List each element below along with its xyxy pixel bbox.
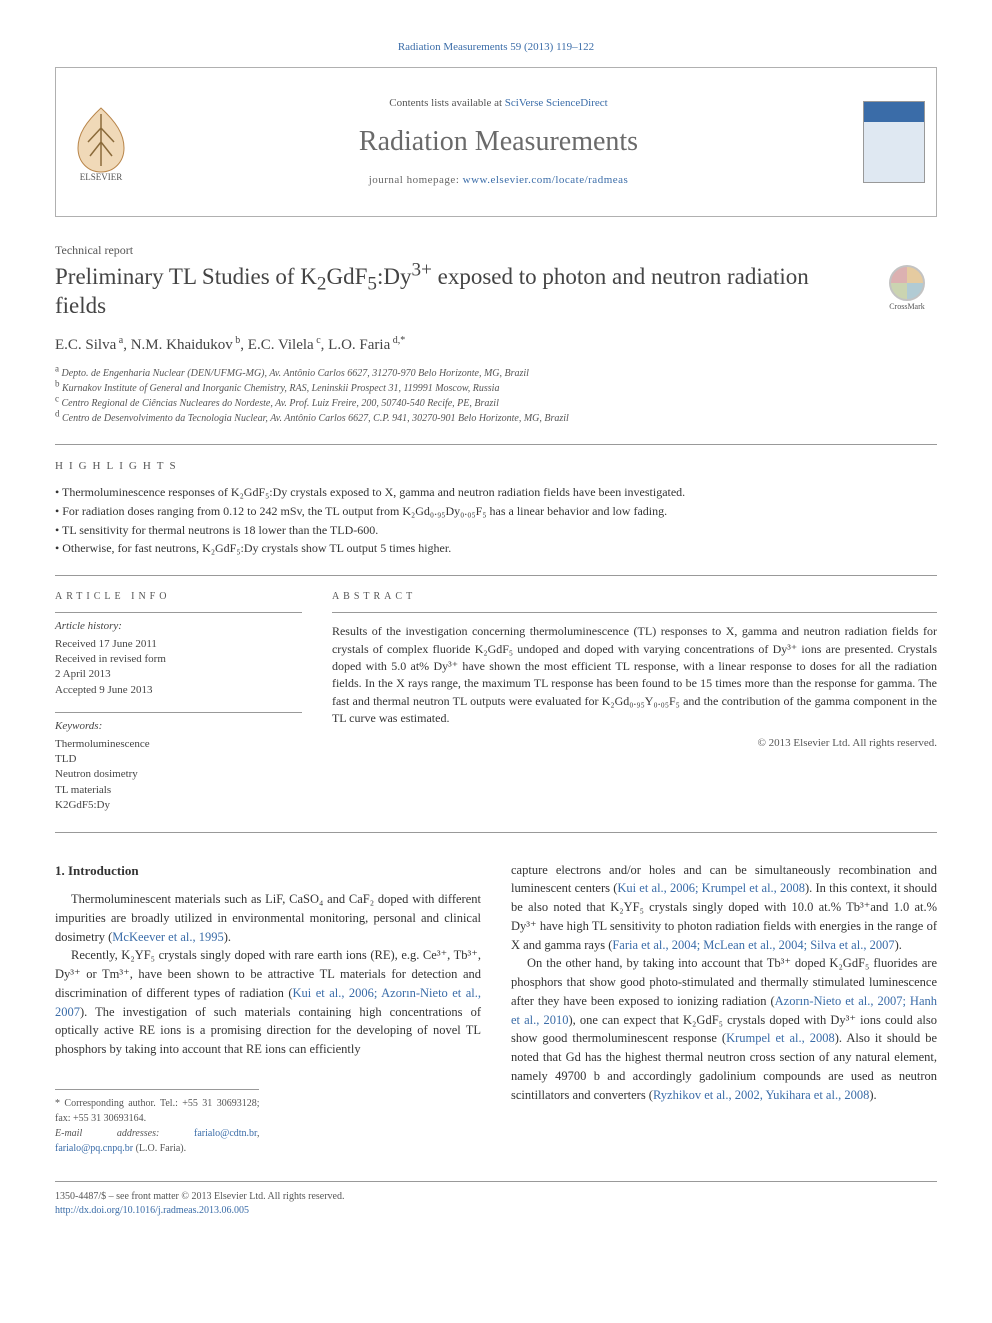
title-text: :Dy xyxy=(377,264,412,289)
body-text: ). xyxy=(869,1088,876,1102)
keyword-item: TLD xyxy=(55,752,302,767)
authors-line: E.C. Silva a, N.M. Khaidukov b, E.C. Vil… xyxy=(55,335,937,356)
highlights-list: Thermoluminescence responses of K₂GdF₅:D… xyxy=(55,484,937,557)
title-text: GdF xyxy=(327,264,368,289)
reference-link[interactable]: Ryzhikov et al., 2002, Yukihara et al., … xyxy=(653,1088,869,1102)
highlight-item: TL sensitivity for thermal neutrons is 1… xyxy=(55,522,937,539)
article-type: Technical report xyxy=(55,242,937,259)
homepage-prefix: journal homepage: xyxy=(369,174,463,186)
affiliation-line: a Depto. de Engenharia Nuclear (DEN/UFMG… xyxy=(55,366,937,381)
reference-link[interactable]: Krumpel et al., 2008 xyxy=(726,1031,835,1045)
abstract-text: Results of the investigation concerning … xyxy=(332,623,937,727)
divider xyxy=(55,444,937,445)
contents-prefix: Contents lists available at xyxy=(389,97,504,109)
reference-link[interactable]: McKeever et al., 1995 xyxy=(112,930,223,944)
article-info-heading: article info xyxy=(55,590,302,604)
author-affiliation-ref: b xyxy=(233,335,241,346)
affiliation-line: d Centro de Desenvolvimento da Tecnologi… xyxy=(55,411,937,426)
intro-heading: 1. Introduction xyxy=(55,861,481,881)
title-sup: 3+ xyxy=(411,260,431,281)
cover-icon xyxy=(863,101,925,183)
keywords-list: ThermoluminescenceTLDNeutron dosimetryTL… xyxy=(55,737,302,814)
crossmark-label: CrossMark xyxy=(889,301,925,312)
elsevier-logo: ELSEVIER xyxy=(56,68,146,216)
keyword-item: Neutron dosimetry xyxy=(55,767,302,782)
email-link[interactable]: farialo@cdtn.br xyxy=(194,1128,257,1139)
journal-cover-thumb xyxy=(851,68,936,216)
keyword-item: K2GdF5:Dy xyxy=(55,798,302,813)
affiliation-line: b Kurnakov Institute of General and Inor… xyxy=(55,381,937,396)
keyword-item: Thermoluminescence xyxy=(55,737,302,752)
body-column-left: 1. Introduction Thermoluminescent materi… xyxy=(55,861,481,1156)
body-paragraph: On the other hand, by taking into accoun… xyxy=(511,954,937,1104)
highlight-item: For radiation doses ranging from 0.12 to… xyxy=(55,503,937,520)
title-sub: 5 xyxy=(367,274,377,295)
history-label: Article history: xyxy=(55,619,302,634)
email-link[interactable]: farialo@pq.cnpq.br xyxy=(55,1143,133,1154)
homepage-link[interactable]: www.elsevier.com/locate/radmeas xyxy=(463,174,629,186)
contents-line: Contents lists available at SciVerse Sci… xyxy=(146,96,851,111)
affiliation-line: c Centro Regional de Ciências Nucleares … xyxy=(55,396,937,411)
article-info: article info Article history: Received 1… xyxy=(55,590,302,813)
accepted-date: Accepted 9 June 2013 xyxy=(55,683,302,698)
corresponding-tel: * Corresponding author. Tel.: +55 31 306… xyxy=(55,1096,259,1126)
reference-link[interactable]: Kui et al., 2006; Krumpel et al., 2008 xyxy=(617,881,805,895)
sciencedirect-link[interactable]: SciVerse ScienceDirect xyxy=(505,97,608,109)
email-tail: (L.O. Faria). xyxy=(133,1143,186,1154)
svg-text:ELSEVIER: ELSEVIER xyxy=(80,172,123,182)
corresponding-author: * Corresponding author. Tel.: +55 31 306… xyxy=(55,1089,259,1156)
author-affiliation-ref: a xyxy=(116,335,123,346)
revised-line1: Received in revised form xyxy=(55,652,302,667)
doi-link[interactable]: http://dx.doi.org/10.1016/j.radmeas.2013… xyxy=(55,1205,249,1216)
highlights-heading: highlights xyxy=(55,459,937,474)
copyright-line: © 2013 Elsevier Ltd. All rights reserved… xyxy=(332,736,937,751)
keyword-item: TL materials xyxy=(55,783,302,798)
journal-title: Radiation Measurements xyxy=(146,122,851,161)
received-date: Received 17 June 2011 xyxy=(55,637,302,652)
author-name: E.C. Silva xyxy=(55,337,116,353)
body-column-right: capture electrons and/or holes and can b… xyxy=(511,861,937,1156)
page-footer: 1350-4487/$ – see front matter © 2013 El… xyxy=(55,1181,937,1218)
reference-link[interactable]: Faria et al., 2004; McLean et al., 2004;… xyxy=(612,938,894,952)
title-text: Preliminary TL Studies of K xyxy=(55,264,317,289)
body-text: ). xyxy=(224,930,231,944)
citation-line: Radiation Measurements 59 (2013) 119–122 xyxy=(55,40,937,55)
highlight-item: Thermoluminescence responses of K₂GdF₅:D… xyxy=(55,484,937,501)
author-affiliation-ref: c xyxy=(314,335,321,346)
highlight-item: Otherwise, for fast neutrons, K₂GdF₅:Dy … xyxy=(55,540,937,557)
body-paragraph: Recently, K₂YF₅ crystals singly doped wi… xyxy=(55,946,481,1059)
author-name: L.O. Faria xyxy=(328,337,390,353)
homepage-line: journal homepage: www.elsevier.com/locat… xyxy=(146,173,851,188)
body-paragraph: Thermoluminescent materials such as LiF,… xyxy=(55,890,481,946)
crossmark-icon xyxy=(889,265,925,301)
abstract-heading: abstract xyxy=(332,590,937,604)
author-name: N.M. Khaidukov xyxy=(131,337,233,353)
keywords-label: Keywords: xyxy=(55,719,302,734)
author-affiliation-ref: d,* xyxy=(390,335,405,346)
body-text: ). xyxy=(895,938,902,952)
crossmark-badge[interactable]: CrossMark xyxy=(877,263,937,313)
email-label: E-mail addresses: xyxy=(55,1128,194,1139)
author-name: E.C. Vilela xyxy=(248,337,314,353)
article-title: Preliminary TL Studies of K2GdF5:Dy3+ ex… xyxy=(55,263,857,321)
title-sub: 2 xyxy=(317,274,327,295)
journal-header: ELSEVIER Contents lists available at Sci… xyxy=(55,67,937,217)
body-text: ). The investigation of such materials c… xyxy=(55,1005,481,1057)
affiliations-block: a Depto. de Engenharia Nuclear (DEN/UFMG… xyxy=(55,366,937,426)
front-matter-line: 1350-4487/$ – see front matter © 2013 El… xyxy=(55,1190,344,1204)
body-paragraph: capture electrons and/or holes and can b… xyxy=(511,861,937,955)
revised-line2: 2 April 2013 xyxy=(55,667,302,682)
